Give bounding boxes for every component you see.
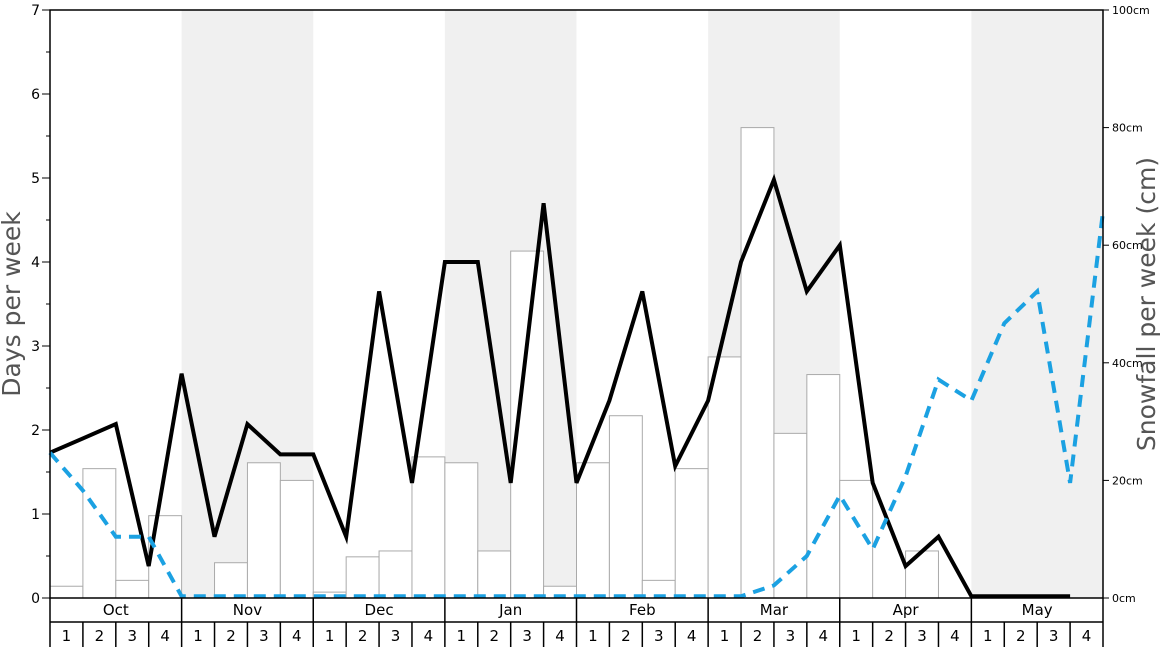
right-tick-label: 80cm	[1112, 122, 1143, 135]
right-tick-label: 60cm	[1112, 239, 1143, 252]
month-label: Mar	[760, 601, 789, 619]
week-label: 1	[851, 627, 861, 645]
snowfall-bar	[477, 550, 512, 599]
snowfall-bars	[49, 127, 939, 599]
week-label: 3	[391, 627, 401, 645]
snowfall-bar	[444, 462, 479, 599]
week-label: 2	[621, 627, 631, 645]
left-tick-label: 6	[31, 87, 40, 103]
week-label: 4	[555, 627, 565, 645]
week-label: 2	[226, 627, 236, 645]
week-label: 2	[1016, 627, 1026, 645]
week-label: 1	[457, 627, 467, 645]
left-tick-label: 7	[31, 3, 40, 19]
week-label: 1	[325, 627, 335, 645]
month-axis: Oct Nov Dec Jan Feb Mar Apr May	[49, 598, 1104, 623]
snowfall-bar	[279, 479, 314, 599]
week-label: 1	[193, 627, 203, 645]
snowfall-bar	[806, 374, 841, 599]
snowfall-bar	[411, 456, 446, 599]
month-label: Apr	[893, 601, 920, 619]
left-tick-label: 1	[31, 507, 40, 523]
right-axis: 0cm 20cm 40cm 60cm 80cm 100cm	[1103, 4, 1150, 605]
left-tick-label: 3	[31, 339, 40, 355]
week-label: 3	[786, 627, 796, 645]
week-label: 4	[160, 627, 170, 645]
week-label: 4	[292, 627, 302, 645]
week-label: 4	[950, 627, 960, 645]
snowfall-bar	[576, 462, 610, 599]
snowfall-bar	[214, 562, 248, 599]
series-lines	[48, 173, 1105, 599]
week-label: 1	[720, 627, 730, 645]
week-label: 2	[753, 627, 763, 645]
week-label: 1	[983, 627, 993, 645]
snowfall-bar	[608, 415, 643, 599]
week-label: 3	[1049, 627, 1059, 645]
left-tick-label: 0	[31, 591, 40, 607]
week-label: 3	[654, 627, 664, 645]
snowfall-bar	[82, 468, 117, 599]
snowfall-bar	[707, 356, 742, 599]
snowfall-bar	[115, 579, 150, 599]
month-label: Dec	[365, 601, 394, 619]
snowfall-bar	[740, 127, 775, 599]
week-label: 3	[917, 627, 927, 645]
month-label: Oct	[103, 601, 129, 619]
snowfall-bar	[49, 585, 84, 599]
right-tick-label: 100cm	[1112, 4, 1150, 17]
dashed-series-line	[48, 211, 1105, 599]
left-axis-label: Days per week	[0, 211, 26, 397]
right-axis-label: Snowfall per week (cm)	[1132, 157, 1161, 451]
week-label: 1	[62, 627, 72, 645]
month-label: Feb	[629, 601, 656, 619]
left-tick-label: 4	[31, 255, 40, 271]
week-label: 3	[522, 627, 532, 645]
week-label: 4	[687, 627, 697, 645]
week-label: 4	[1082, 627, 1092, 645]
week-axis: 1 2 3 4 1 2 3 4 1 2 3 4 1 2 3 4 1 2 3 4 1 2 3 4 1 2 3 4 1 2 3 4	[49, 622, 1104, 647]
week-label: 2	[489, 627, 499, 645]
right-tick-label: 0cm	[1112, 592, 1136, 605]
snowfall-bar	[246, 462, 281, 599]
month-label: Jan	[498, 601, 522, 619]
left-axis: 0 1 2 3 4 5 6 7	[31, 3, 50, 607]
month-label: May	[1022, 601, 1053, 619]
month-label: Nov	[233, 601, 262, 619]
snowfall-bar	[674, 468, 709, 599]
week-label: 4	[424, 627, 434, 645]
week-label: 3	[127, 627, 137, 645]
right-tick-label: 40cm	[1112, 357, 1143, 370]
week-label: 4	[819, 627, 829, 645]
week-label: 1	[588, 627, 598, 645]
right-tick-label: 20cm	[1112, 474, 1143, 487]
week-label: 2	[358, 627, 368, 645]
week-label: 2	[95, 627, 105, 645]
snowfall-bar	[510, 250, 545, 599]
snowfall-bar	[905, 550, 939, 599]
snowfall-bar	[345, 556, 380, 599]
snowfall-bar	[378, 550, 413, 599]
left-tick-label: 2	[31, 423, 40, 439]
left-tick-label: 5	[31, 171, 40, 187]
week-label: 3	[259, 627, 269, 645]
month-shade-may	[971, 10, 1103, 598]
week-label: 2	[884, 627, 894, 645]
solid-series-line	[49, 173, 1071, 599]
